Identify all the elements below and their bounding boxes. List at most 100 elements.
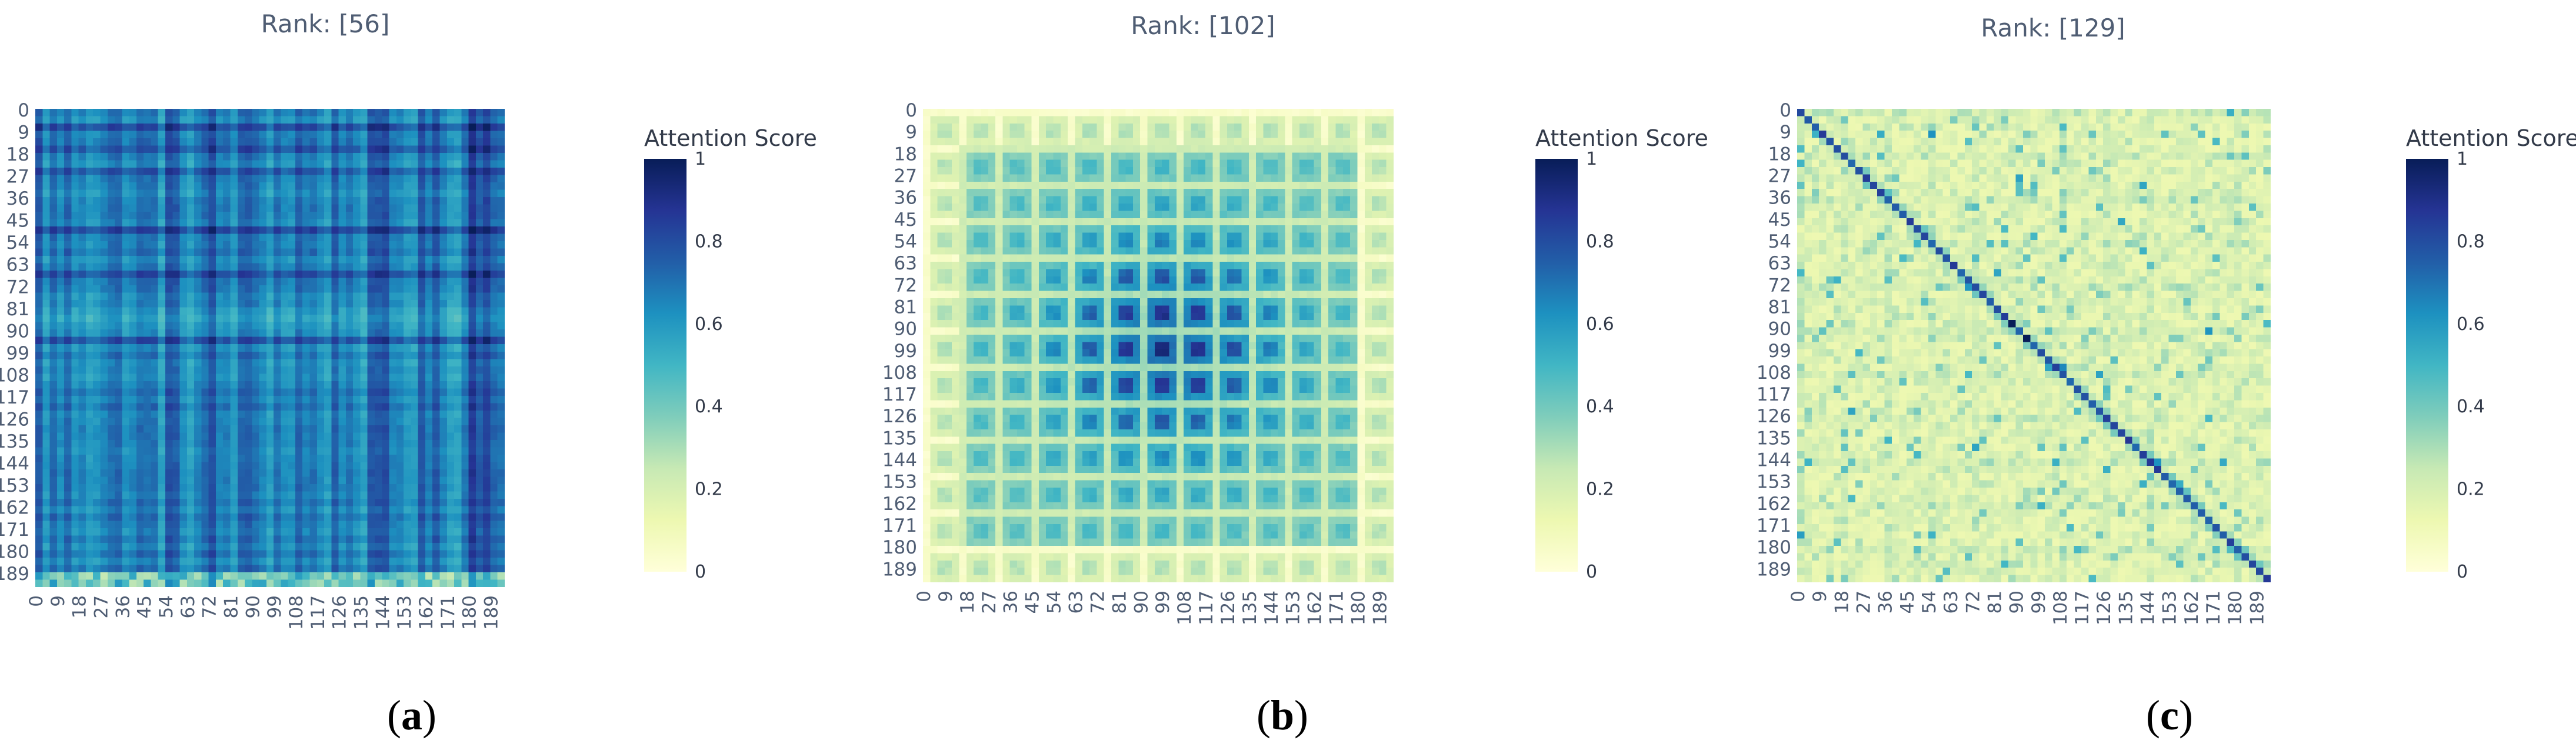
- heatmap-cell: [129, 109, 137, 116]
- heatmap-cell: [151, 197, 158, 205]
- heatmap-cell: [158, 329, 166, 337]
- heatmap-cell: [475, 395, 484, 403]
- heatmap-cell: [454, 462, 462, 470]
- heatmap-cell: [1104, 116, 1112, 124]
- heatmap-cell: [1357, 174, 1365, 182]
- heatmap-cell: [475, 109, 484, 116]
- heatmap-cell: [432, 329, 440, 337]
- heatmap-cell: [389, 374, 397, 381]
- heatmap-cell: [316, 425, 325, 433]
- heatmap-cell: [302, 410, 310, 418]
- heatmap-cell: [172, 285, 180, 293]
- heatmap-cell: [1292, 109, 1300, 116]
- heatmap-cell: [208, 197, 216, 205]
- heatmap-cell: [1364, 145, 1372, 153]
- heatmap-cell: [266, 521, 274, 529]
- heatmap-cell: [288, 462, 296, 470]
- heatmap-cell: [194, 565, 202, 573]
- heatmap-cell: [107, 175, 115, 183]
- heatmap-cell: [418, 425, 426, 433]
- heatmap-cell: [71, 491, 79, 499]
- heatmap-cell: [259, 381, 267, 389]
- heatmap-cell: [281, 550, 288, 558]
- heatmap-cell: [1205, 123, 1213, 131]
- heatmap-cell: [85, 124, 94, 131]
- heatmap-cell: [259, 175, 267, 183]
- heatmap-cell: [35, 425, 43, 433]
- heatmap-cell: [78, 498, 86, 506]
- heatmap-cell: [288, 197, 296, 205]
- heatmap-cell: [375, 168, 382, 175]
- heatmap-cell: [215, 263, 224, 271]
- heatmap-cell: [468, 278, 476, 286]
- heatmap-cell: [338, 145, 346, 154]
- heatmap-cell: [42, 521, 50, 529]
- heatmap-cell: [446, 542, 455, 551]
- heatmap-cell: [115, 483, 122, 492]
- heatmap-cell: [1212, 109, 1220, 116]
- heatmap-cell: [274, 425, 281, 433]
- heatmap-cell: [49, 131, 58, 139]
- heatmap-cell: [937, 131, 945, 138]
- heatmap-cell: [331, 219, 339, 227]
- heatmap-cell: [367, 271, 375, 278]
- heatmap-cell: [201, 315, 209, 322]
- heatmap-cell: [144, 521, 151, 529]
- heatmap-cell: [1386, 159, 1394, 168]
- heatmap-cell: [85, 182, 94, 190]
- heatmap-cell: [338, 506, 346, 514]
- heatmap-cell: [345, 572, 354, 580]
- heatmap-cell: [367, 109, 375, 116]
- heatmap-cell: [201, 307, 209, 315]
- heatmap-cell: [360, 410, 368, 418]
- heatmap-cell: [186, 204, 195, 212]
- heatmap-cell: [165, 124, 173, 131]
- heatmap-cell: [194, 528, 202, 536]
- heatmap-cell: [158, 212, 166, 219]
- heatmap-cell: [446, 116, 455, 124]
- heatmap-cell: [367, 374, 375, 381]
- heatmap-cell: [56, 168, 65, 175]
- heatmap-cell: [367, 381, 375, 389]
- heatmap-cell: [418, 462, 426, 470]
- heatmap-cell: [454, 248, 462, 256]
- heatmap-cell: [309, 271, 318, 278]
- heatmap-cell: [115, 329, 122, 337]
- heatmap-cell: [396, 329, 404, 337]
- heatmap-cell: [316, 513, 325, 521]
- heatmap-cell: [1357, 167, 1365, 175]
- heatmap-cell: [974, 181, 981, 189]
- heatmap-cell: [274, 300, 281, 308]
- heatmap-cell: [78, 462, 86, 470]
- heatmap-cell: [151, 315, 158, 322]
- heatmap-cell: [316, 256, 325, 264]
- heatmap-cell: [165, 300, 173, 308]
- heatmap-cell: [93, 366, 101, 374]
- heatmap-cell: [93, 462, 101, 470]
- heatmap-cell: [295, 579, 303, 587]
- heatmap-cell: [338, 212, 346, 219]
- heatmap-cell: [252, 336, 259, 345]
- heatmap-cell: [64, 131, 72, 139]
- heatmap-cell: [215, 292, 224, 301]
- heatmap-cell: [78, 300, 86, 308]
- heatmap-cell: [446, 315, 455, 322]
- heatmap-cell: [988, 174, 996, 182]
- heatmap-cell: [446, 336, 455, 345]
- heatmap-cell: [288, 388, 296, 396]
- heatmap-cell: [331, 483, 339, 492]
- heatmap-cell: [345, 160, 354, 168]
- heatmap-cell: [186, 285, 195, 293]
- heatmap-cell: [252, 153, 259, 161]
- heatmap-cell: [158, 145, 166, 154]
- heatmap-cell: [1118, 138, 1126, 146]
- heatmap-cell: [411, 138, 418, 146]
- heatmap-cell: [172, 145, 180, 154]
- heatmap-cell: [345, 366, 354, 374]
- heatmap-cell: [483, 521, 491, 529]
- heatmap-cell: [367, 550, 375, 558]
- heatmap-cell: [144, 476, 151, 485]
- heatmap-cell: [389, 462, 397, 470]
- heatmap-cell: [252, 439, 259, 448]
- heatmap-cell: [454, 403, 462, 411]
